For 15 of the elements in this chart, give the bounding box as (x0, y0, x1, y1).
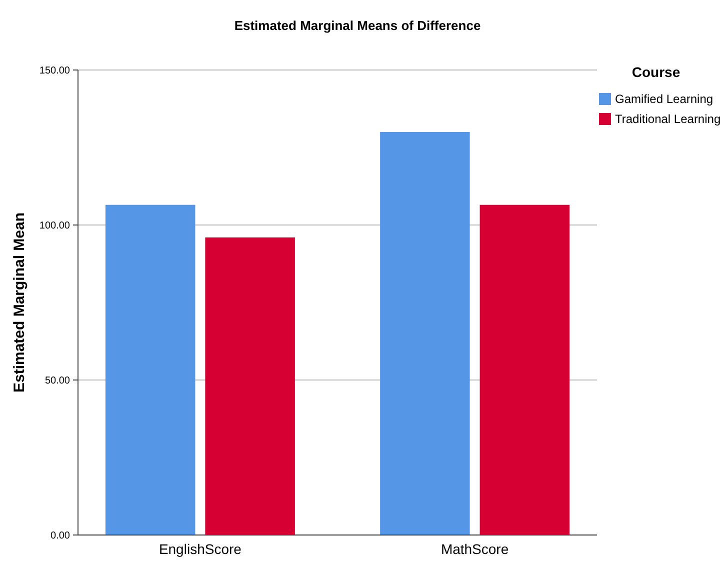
bar (380, 132, 470, 535)
bar (205, 237, 295, 535)
chart-title: Estimated Marginal Means of Difference (234, 18, 481, 33)
legend-label: Traditional Learning (615, 112, 721, 126)
legend-label: Gamified Learning (615, 92, 714, 106)
bar (105, 204, 196, 535)
y-tick-label: 50.00 (44, 376, 70, 386)
bar (480, 204, 570, 535)
y-tick-label: 150.00 (39, 66, 70, 76)
legend-title: Course (632, 64, 680, 80)
x-tick-label: MathScore (440, 541, 509, 557)
y-tick-label: 0.00 (50, 530, 70, 542)
x-tick-label: EnglishScore (158, 541, 242, 557)
y-axis-title: Estimated Marginal Mean (11, 212, 28, 393)
y-tick-label: 100.00 (39, 220, 70, 232)
